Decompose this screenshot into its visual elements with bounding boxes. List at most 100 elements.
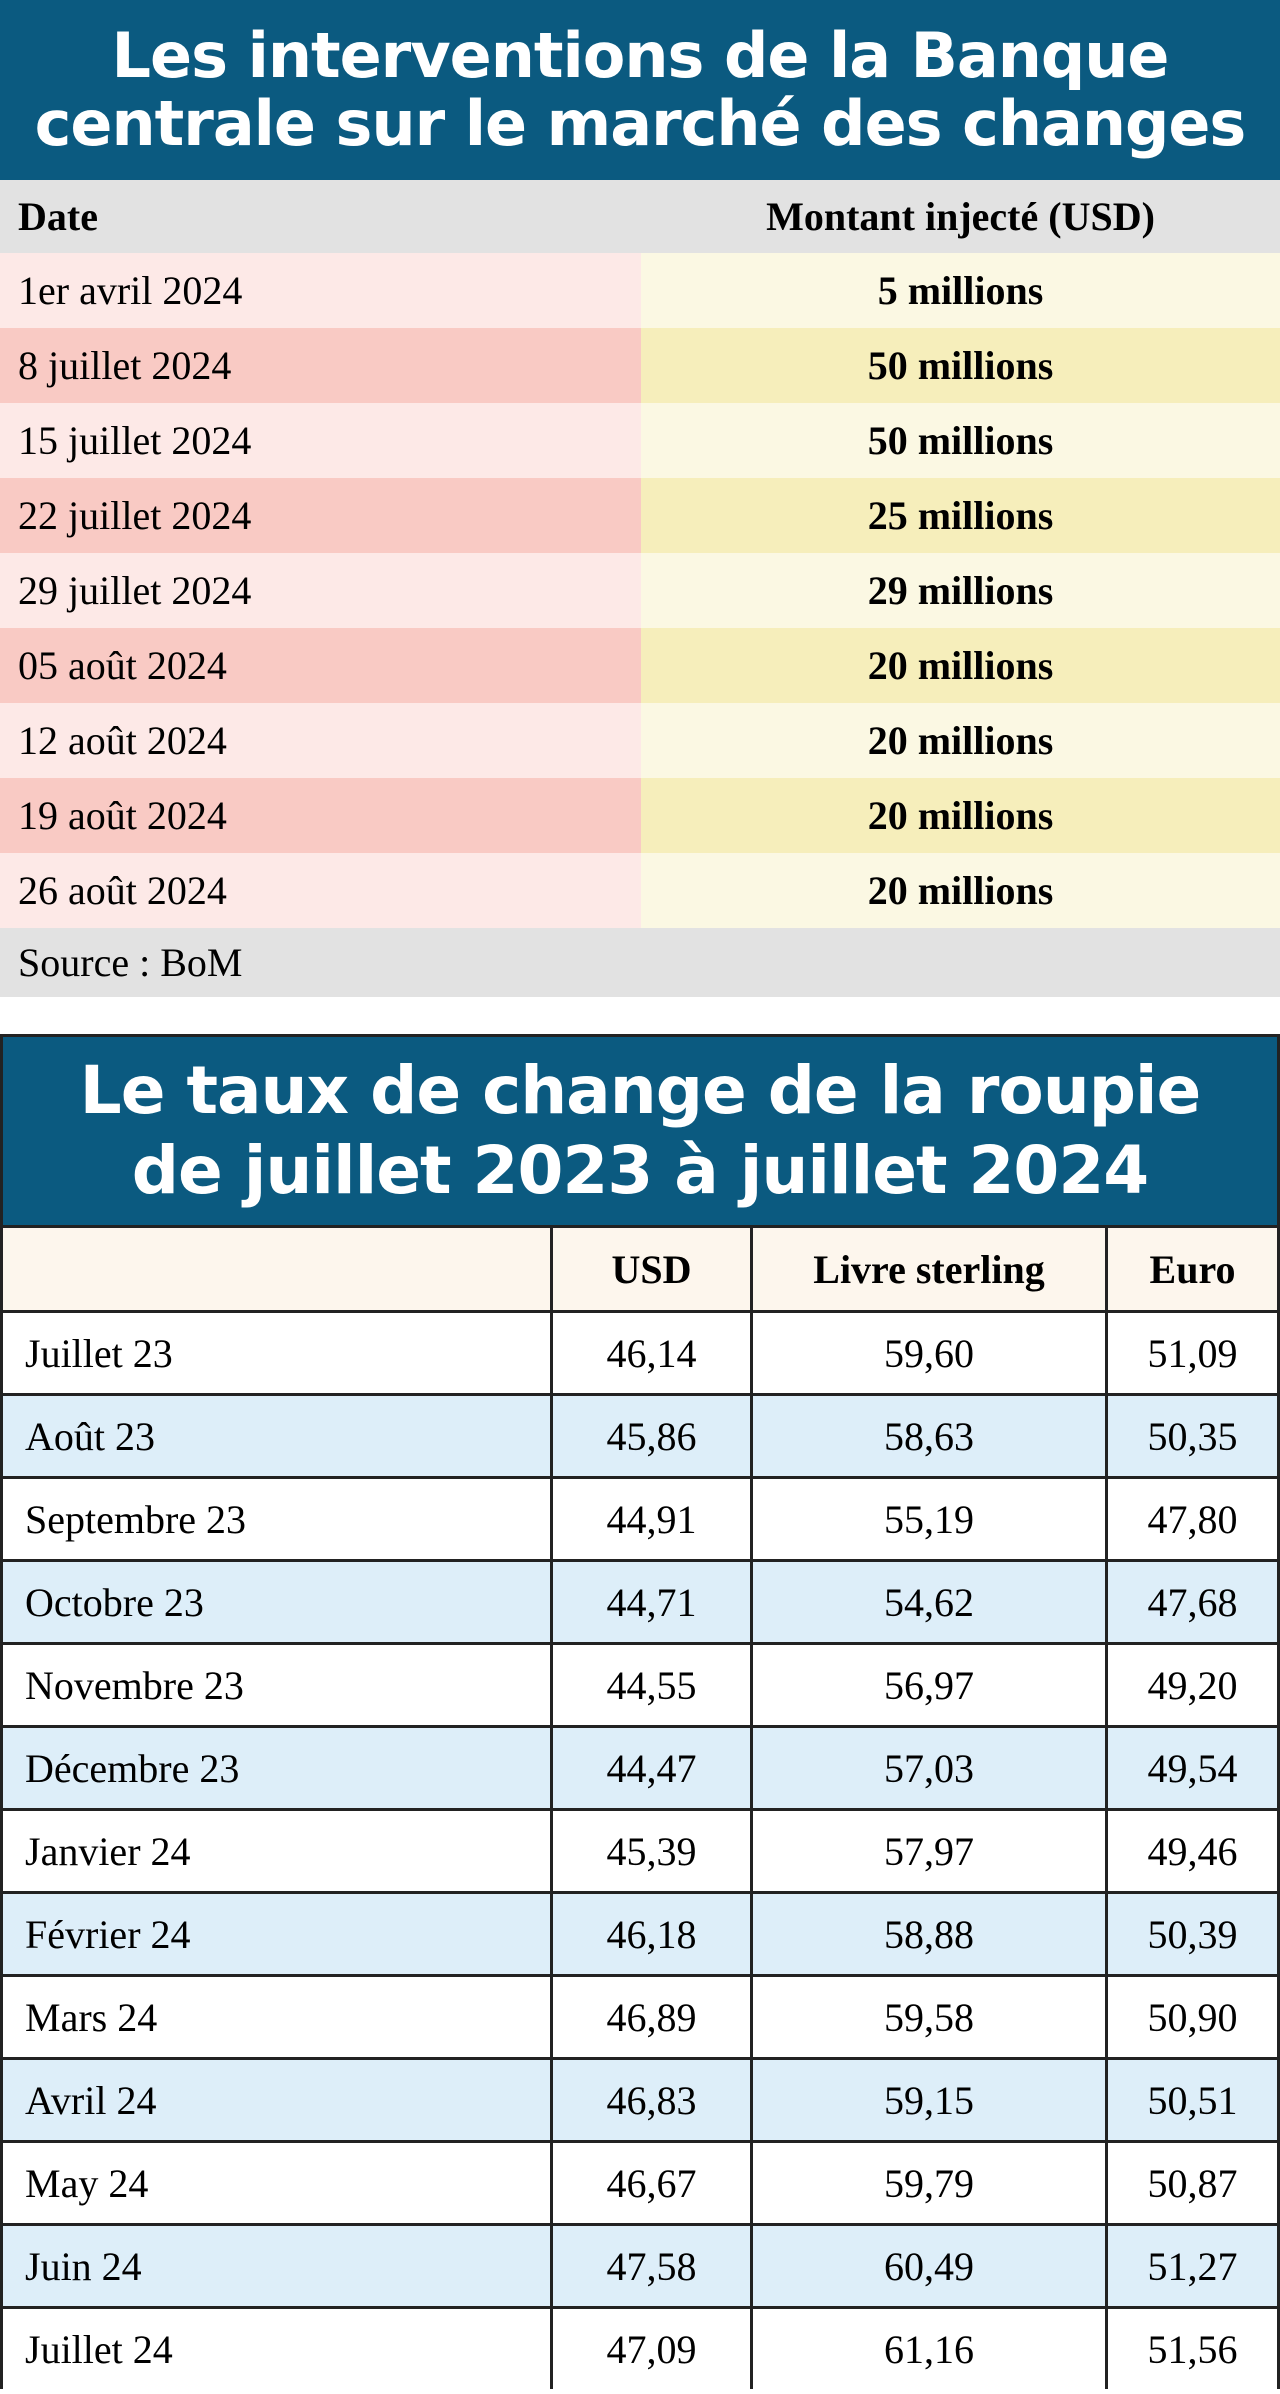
source: Source : BoM bbox=[18, 940, 243, 985]
header-cell: Euro bbox=[1105, 1225, 1280, 1310]
data-row: 15 juillet 2024 50 millions bbox=[0, 403, 1280, 478]
title-line: de juillet 2023 à juillet 2024 bbox=[131, 1132, 1149, 1209]
header-cell: USD bbox=[550, 1225, 750, 1310]
rate-cell: 59,79 bbox=[750, 2140, 1105, 2223]
rate-cell: 45,39 bbox=[550, 1808, 750, 1891]
data-row: Décembre 23 44,47 57,03 49,54 bbox=[0, 1725, 1280, 1808]
rate-cell: 60,49 bbox=[750, 2223, 1105, 2306]
rate-cell: 50,90 bbox=[1105, 1974, 1280, 2057]
data-row: Octobre 23 44,71 54,62 47,68 bbox=[0, 1559, 1280, 1642]
rate-cell: 49,54 bbox=[1105, 1725, 1280, 1808]
amount-cell: 50 millions bbox=[641, 403, 1280, 478]
title: Les interventions de la Banque centrale s… bbox=[0, 0, 1280, 180]
title-line: centrale sur le marché des changes bbox=[34, 87, 1247, 160]
data-row: 22 juillet 2024 25 millions bbox=[0, 478, 1280, 553]
title: Le taux de change de la roupie de juillet… bbox=[0, 1034, 1280, 1225]
month-cell: Avril 24 bbox=[0, 2057, 550, 2140]
data-row: May 24 46,67 59,79 50,87 bbox=[0, 2140, 1280, 2223]
title-line: Les interventions de la Banque bbox=[111, 19, 1170, 92]
date-cell: 15 juillet 2024 bbox=[0, 403, 641, 478]
rate-cell: 50,35 bbox=[1105, 1393, 1280, 1476]
rate-cell: 51,56 bbox=[1105, 2306, 1280, 2389]
header-cell: Livre sterling bbox=[750, 1225, 1105, 1310]
data-row: Juillet 23 46,14 59,60 51,09 bbox=[0, 1310, 1280, 1393]
rate-cell: 55,19 bbox=[750, 1476, 1105, 1559]
month-cell: Juin 24 bbox=[0, 2223, 550, 2306]
month-cell: Mars 24 bbox=[0, 1974, 550, 2057]
data-row: Mars 24 46,89 59,58 50,90 bbox=[0, 1974, 1280, 2057]
rate-cell: 58,88 bbox=[750, 1891, 1105, 1974]
data-row: Avril 24 46,83 59,15 50,51 bbox=[0, 2057, 1280, 2140]
month-cell: Février 24 bbox=[0, 1891, 550, 1974]
interventions-section: Les interventions de la Banque centrale s… bbox=[0, 0, 1280, 997]
data-row: 1er avril 2024 5 millions bbox=[0, 253, 1280, 328]
month-cell: Septembre 23 bbox=[0, 1476, 550, 1559]
month-cell: Août 23 bbox=[0, 1393, 550, 1476]
header-cell: Montant injecté (USD) bbox=[766, 194, 1155, 239]
rate-cell: 46,83 bbox=[550, 2057, 750, 2140]
rate-cell: 56,97 bbox=[750, 1642, 1105, 1725]
rate-cell: 50,51 bbox=[1105, 2057, 1280, 2140]
data-row: Juillet 24 47,09 61,16 51,56 bbox=[0, 2306, 1280, 2389]
data-row: 12 août 2024 20 millions bbox=[0, 703, 1280, 778]
source-row: Source : BoM bbox=[0, 928, 1280, 997]
data-row: 26 août 2024 20 millions bbox=[0, 853, 1280, 928]
data-row: 8 juillet 2024 50 millions bbox=[0, 328, 1280, 403]
date-cell: 12 août 2024 bbox=[0, 703, 641, 778]
rate-cell: 47,80 bbox=[1105, 1476, 1280, 1559]
rate-cell: 57,03 bbox=[750, 1725, 1105, 1808]
amount-cell: 20 millions bbox=[641, 703, 1280, 778]
amount-cell: 5 millions bbox=[641, 253, 1280, 328]
date-cell: 05 août 2024 bbox=[0, 628, 641, 703]
data-row: 05 août 2024 20 millions bbox=[0, 628, 1280, 703]
month-cell: May 24 bbox=[0, 2140, 550, 2223]
rate-cell: 44,71 bbox=[550, 1559, 750, 1642]
data-row: Juin 24 47,58 60,49 51,27 bbox=[0, 2223, 1280, 2306]
month-cell: Novembre 23 bbox=[0, 1642, 550, 1725]
rate-cell: 46,89 bbox=[550, 1974, 750, 2057]
header-cell: Date bbox=[18, 194, 98, 239]
rate-cell: 51,27 bbox=[1105, 2223, 1280, 2306]
amount-cell: 20 millions bbox=[641, 853, 1280, 928]
data-row: Août 23 45,86 58,63 50,35 bbox=[0, 1393, 1280, 1476]
data-row: Février 24 46,18 58,88 50,39 bbox=[0, 1891, 1280, 1974]
amount-cell: 25 millions bbox=[641, 478, 1280, 553]
rate-cell: 44,55 bbox=[550, 1642, 750, 1725]
rate-cell: 46,14 bbox=[550, 1310, 750, 1393]
rate-cell: 57,97 bbox=[750, 1808, 1105, 1891]
amount-cell: 50 millions bbox=[641, 328, 1280, 403]
rate-cell: 50,87 bbox=[1105, 2140, 1280, 2223]
rate-cell: 45,86 bbox=[550, 1393, 750, 1476]
rate-cell: 46,18 bbox=[550, 1891, 750, 1974]
date-cell: 22 juillet 2024 bbox=[0, 478, 641, 553]
date-cell: 26 août 2024 bbox=[0, 853, 641, 928]
header-row: USD Livre sterling Euro bbox=[0, 1225, 1280, 1310]
date-cell: 8 juillet 2024 bbox=[0, 328, 641, 403]
rate-cell: 47,58 bbox=[550, 2223, 750, 2306]
header-cell bbox=[0, 1225, 550, 1310]
rate-cell: 59,58 bbox=[750, 1974, 1105, 2057]
rate-cell: 54,62 bbox=[750, 1559, 1105, 1642]
date-cell: 29 juillet 2024 bbox=[0, 553, 641, 628]
rate-cell: 58,63 bbox=[750, 1393, 1105, 1476]
data-row: Septembre 23 44,91 55,19 47,80 bbox=[0, 1476, 1280, 1559]
month-cell: Octobre 23 bbox=[0, 1559, 550, 1642]
date-cell: 1er avril 2024 bbox=[0, 253, 641, 328]
rate-cell: 50,39 bbox=[1105, 1891, 1280, 1974]
month-cell: Juillet 24 bbox=[0, 2306, 550, 2389]
month-cell: Janvier 24 bbox=[0, 1808, 550, 1891]
title-line: Le taux de change de la roupie bbox=[79, 1052, 1202, 1129]
exchange-section: Le taux de change de la roupie de juillet… bbox=[0, 1034, 1280, 2389]
data-row: 19 août 2024 20 millions bbox=[0, 778, 1280, 853]
rate-cell: 51,09 bbox=[1105, 1310, 1280, 1393]
rate-cell: 44,47 bbox=[550, 1725, 750, 1808]
data-row: Janvier 24 45,39 57,97 49,46 bbox=[0, 1808, 1280, 1891]
rate-cell: 49,20 bbox=[1105, 1642, 1280, 1725]
rate-cell: 47,09 bbox=[550, 2306, 750, 2389]
date-cell: 19 août 2024 bbox=[0, 778, 641, 853]
rate-cell: 46,67 bbox=[550, 2140, 750, 2223]
rate-cell: 59,60 bbox=[750, 1310, 1105, 1393]
rate-cell: 44,91 bbox=[550, 1476, 750, 1559]
gap bbox=[0, 997, 1280, 1034]
